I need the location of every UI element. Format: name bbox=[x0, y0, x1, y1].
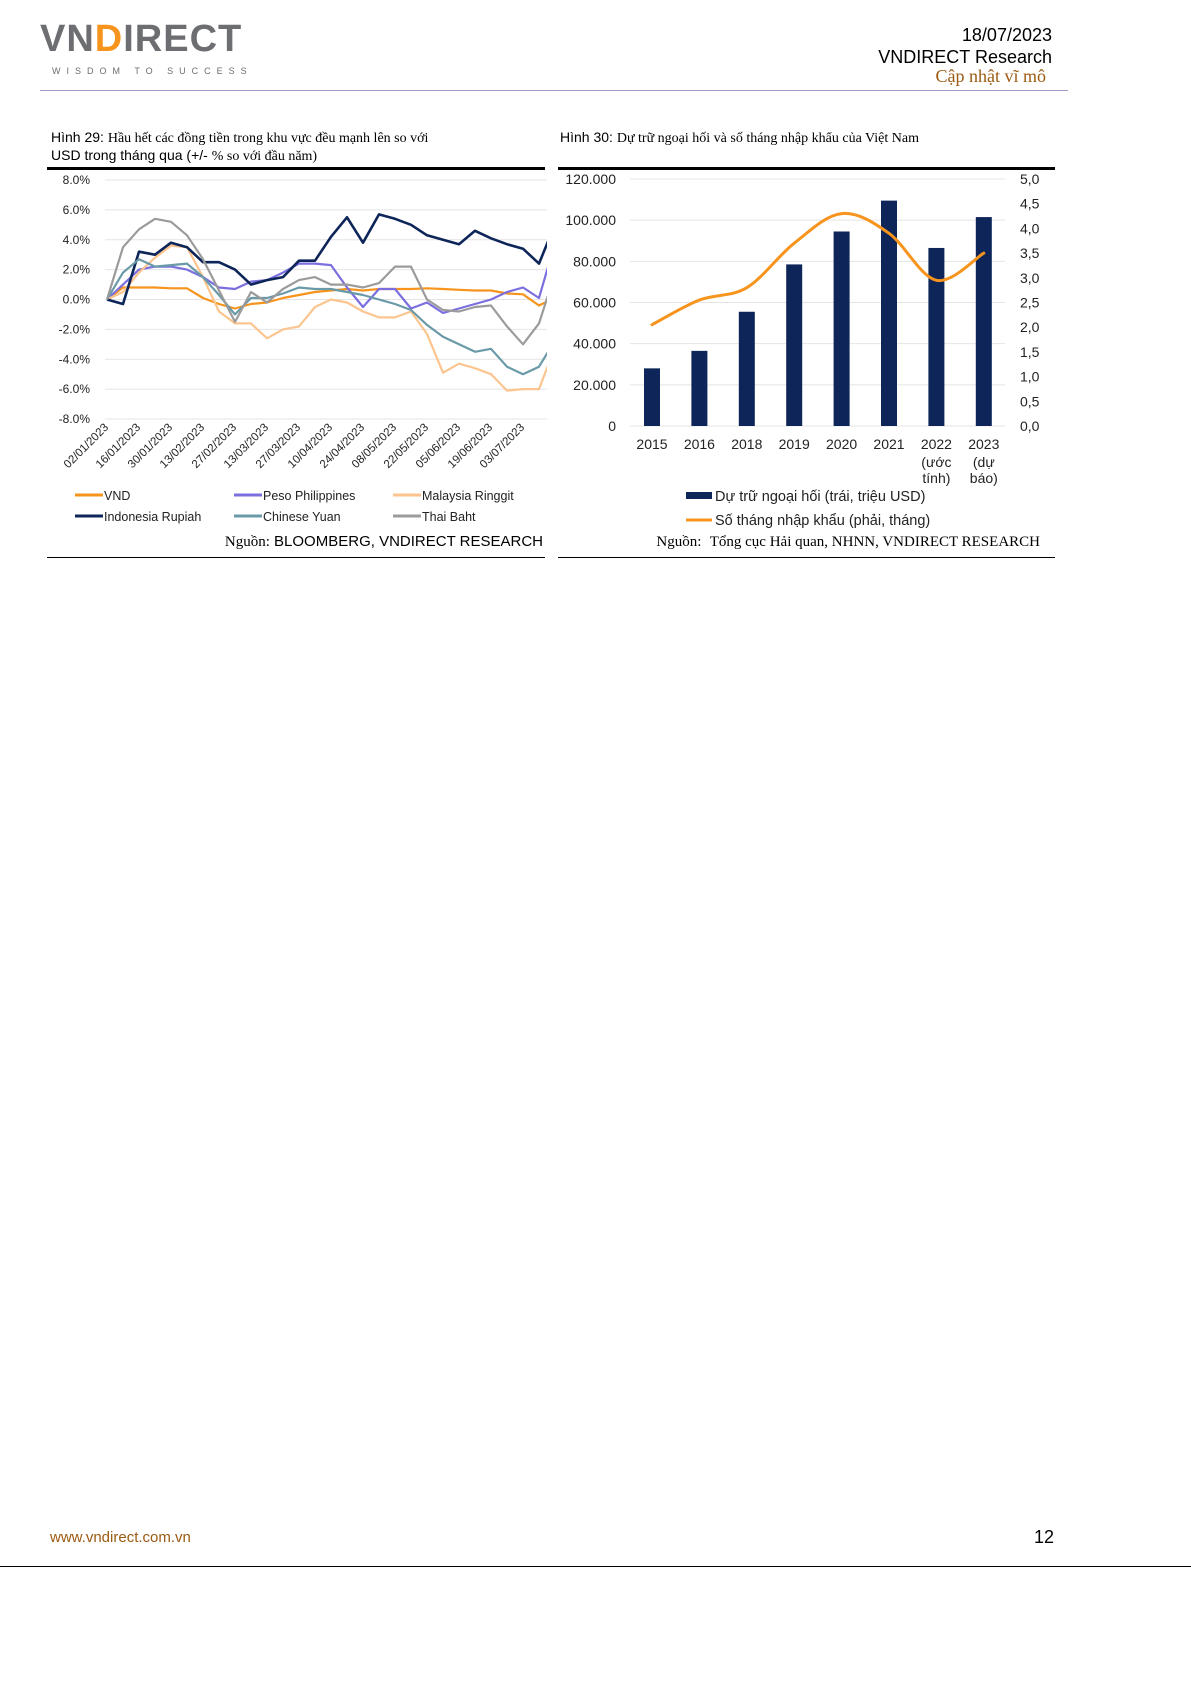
left-y-tick-label: 40.000 bbox=[573, 336, 616, 352]
category-label: 2015 bbox=[636, 436, 667, 452]
vndirect-logo: VNDIRECT bbox=[40, 18, 243, 60]
header-divider bbox=[40, 90, 1068, 91]
category-sublabel: báo) bbox=[970, 470, 998, 486]
left-y-tick-label: 0 bbox=[608, 418, 616, 434]
figure29-source: Nguồn: BLOOMBERG, VNDIRECT RESEARCH bbox=[224, 533, 543, 550]
y-tick-label: -4.0% bbox=[59, 352, 91, 366]
category-label: 2020 bbox=[826, 436, 857, 452]
logo-tagline: WISDOM TO SUCCESS bbox=[52, 66, 253, 76]
fx-reserves-chart: 120.000 100.000 80.000 60.000 40.000 20.000 0 5… bbox=[565, 171, 1040, 529]
legend-swatch bbox=[686, 492, 712, 499]
category-sublabel: (dự bbox=[973, 454, 995, 470]
legend-label: Thai Baht bbox=[422, 510, 476, 524]
figure30-bottom-rule bbox=[558, 557, 1055, 558]
bar-2020 bbox=[833, 231, 850, 426]
bar-2023 bbox=[975, 217, 992, 426]
right-y-tick-label: 2,0 bbox=[1020, 319, 1040, 335]
category-label: 2019 bbox=[779, 436, 810, 452]
left-y-tick-label: 120.000 bbox=[565, 171, 616, 187]
y-tick-label: -2.0% bbox=[59, 322, 91, 336]
right-y-tick-label: 1,5 bbox=[1020, 344, 1040, 360]
figure30-caption: Hình 30: Dự trữ ngoại hối và số tháng nh… bbox=[560, 129, 920, 146]
company-name: VNDIRECT Research bbox=[878, 47, 1052, 67]
left-y-tick-label: 20.000 bbox=[573, 377, 616, 393]
figure30-top-rule bbox=[558, 167, 1055, 170]
category-label: 2018 bbox=[731, 436, 762, 452]
right-y-tick-label: 3,5 bbox=[1020, 245, 1040, 261]
left-y-tick-label: 60.000 bbox=[573, 295, 616, 311]
right-y-tick-label: 0,0 bbox=[1020, 418, 1040, 434]
series-line-thai-baht bbox=[105, 217, 547, 346]
right-y-tick-label: 3,0 bbox=[1020, 270, 1040, 286]
bar-2018 bbox=[738, 311, 755, 426]
legend-label: VND bbox=[104, 489, 130, 503]
legend-label: Dự trữ ngoại hối (trái, triệu USD) bbox=[715, 489, 925, 505]
series-line-chinese-yuan bbox=[106, 258, 547, 376]
figure29-caption: Hình 29: Hầu hết các đồng tiền trong khu… bbox=[51, 129, 429, 164]
y-tick-label: -6.0% bbox=[59, 382, 91, 396]
page-number: 12 bbox=[1034, 1527, 1055, 1547]
series-line-import-months bbox=[650, 212, 986, 327]
bar-2015 bbox=[644, 368, 660, 426]
y-tick-label: 2.0% bbox=[63, 263, 91, 277]
report-section: Cập nhật vĩ mô bbox=[935, 66, 1047, 86]
report-date: 18/07/2023 bbox=[961, 25, 1052, 45]
bar-2022 bbox=[928, 247, 945, 426]
legend-label: Malaysia Ringgit bbox=[422, 489, 514, 503]
series-line-vnd bbox=[106, 286, 547, 310]
figure29-top-rule bbox=[47, 167, 545, 170]
footer-website[interactable]: www.vndirect.com.vn bbox=[50, 1529, 191, 1546]
bar-2021 bbox=[881, 200, 897, 426]
bar-2019 bbox=[786, 264, 803, 426]
legend-label: Peso Philippines bbox=[263, 489, 355, 503]
right-y-tick-label: 2,5 bbox=[1020, 295, 1040, 311]
right-y-tick-label: 4,5 bbox=[1020, 196, 1040, 212]
y-tick-label: 0.0% bbox=[63, 293, 91, 307]
y-tick-label: 8.0% bbox=[63, 173, 91, 187]
right-y-tick-label: 0,5 bbox=[1020, 393, 1040, 409]
category-label: 2023 bbox=[968, 436, 999, 452]
left-y-tick-label: 100.000 bbox=[565, 212, 616, 228]
footer-rule bbox=[0, 1566, 1191, 1567]
category-label: 2022 bbox=[921, 436, 952, 452]
category-sublabel: (ước bbox=[921, 454, 951, 470]
fx-performance-chart: 8.0% 6.0% 4.0% 2.0% 0.0% -2.0% -4.0% -6.0% -8.0%… bbox=[59, 173, 547, 524]
legend-label: Chinese Yuan bbox=[263, 510, 341, 524]
legend-label: Số tháng nhập khẩu (phải, tháng) bbox=[715, 513, 930, 529]
y-tick-label: -8.0% bbox=[59, 412, 91, 426]
right-y-tick-label: 1,0 bbox=[1020, 369, 1040, 385]
bar-2016 bbox=[691, 350, 708, 426]
legend-label: Indonesia Rupiah bbox=[104, 510, 201, 524]
right-y-tick-label: 4,0 bbox=[1020, 220, 1040, 236]
figure29-bottom-rule bbox=[47, 557, 545, 558]
category-label: 2021 bbox=[873, 436, 904, 452]
right-y-tick-label: 5,0 bbox=[1020, 171, 1040, 187]
left-y-tick-label: 80.000 bbox=[573, 253, 616, 269]
figure30-source: Nguồn: Tổng cục Hải quan, NHNN, VNDIRECT… bbox=[656, 534, 1040, 550]
y-tick-label: 6.0% bbox=[63, 203, 91, 217]
category-sublabel: tính) bbox=[922, 470, 950, 486]
category-label: 2016 bbox=[684, 436, 715, 452]
y-tick-label: 4.0% bbox=[63, 233, 91, 247]
series-line-indonesia-rupiah bbox=[106, 213, 547, 306]
series-line-peso-philippines bbox=[106, 262, 547, 314]
